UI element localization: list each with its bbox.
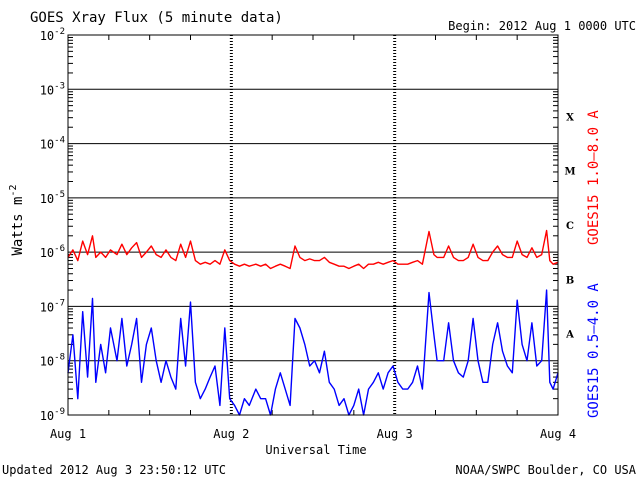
y-tick-label: 10-2: [40, 27, 65, 43]
y-tick-label: 10-9: [40, 407, 65, 423]
legend-series-long: GOES15 1.0–8.0 A: [586, 110, 602, 245]
flare-class-label: M: [564, 167, 575, 178]
credit-label: NOAA/SWPC Boulder, CO USA: [455, 463, 636, 477]
flare-class-label: C: [566, 221, 574, 232]
x-axis-label: Universal Time: [265, 443, 366, 457]
y-tick-label: 10-5: [40, 190, 65, 206]
flare-class-label: B: [566, 275, 574, 286]
plot-frame: [67, 34, 559, 416]
flare-class-label: X: [566, 112, 574, 123]
x-tick-label: Aug 2: [213, 427, 249, 441]
flare-class-labels: A B C M X: [564, 112, 575, 340]
svg-text:Watts m-2: Watts m-2: [8, 184, 26, 255]
x-tick-label: Aug 4: [540, 427, 576, 441]
legend-series-short: GOES15 0.5–4.0 A: [586, 283, 602, 418]
x-tick-label: Aug 1: [50, 427, 86, 441]
legend: GOES15 1.0–8.0 A GOES15 0.5–4.0 A: [586, 110, 602, 418]
y-axis-label-main: Watts m: [10, 197, 26, 256]
minor-ticks: [68, 35, 558, 415]
chart-title: GOES Xray Flux (5 minute data): [30, 10, 283, 26]
y-tick-labels: 10-9 10-8 10-7 10-6 10-5 10-4 10-3 10-2: [40, 27, 65, 423]
y-tick-label: 10-7: [40, 298, 65, 314]
y-tick-label: 10-8: [40, 353, 65, 369]
series-line-short: [67, 289, 559, 416]
x-tick-label: Aug 3: [377, 427, 413, 441]
y-tick-label: 10-3: [40, 81, 65, 97]
begin-label: Begin: 2012 Aug 1 0000 UTC: [448, 19, 636, 33]
updated-timestamp: Updated 2012 Aug 3 23:50:12 UTC: [2, 463, 226, 477]
flare-class-label: A: [565, 330, 574, 341]
series-line-long: [67, 229, 559, 270]
x-tick-labels: Aug 1 Aug 2 Aug 3 Aug 4: [50, 427, 576, 441]
grid-lines: [68, 34, 558, 416]
y-axis-label: Watts m-2: [8, 184, 26, 255]
y-tick-label: 10-6: [40, 244, 65, 260]
series-lines: [67, 229, 559, 416]
y-tick-label: 10-4: [40, 136, 65, 152]
y-axis-label-exp: -2: [8, 184, 19, 196]
